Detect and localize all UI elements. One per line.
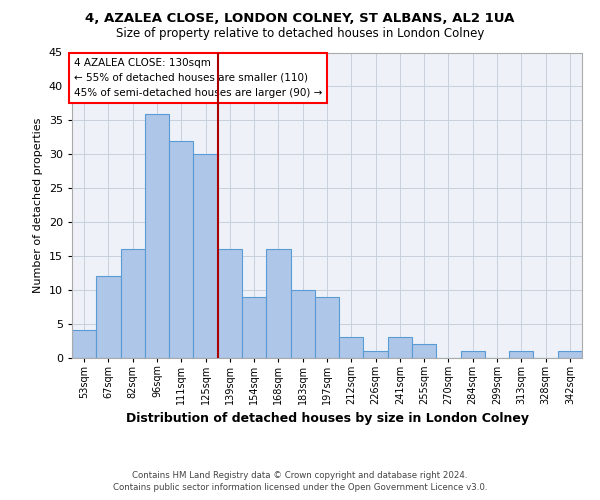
Bar (218, 249, 242, 358)
Bar (315, 296, 339, 358)
X-axis label: Distribution of detached houses by size in London Colney: Distribution of detached houses by size … (125, 412, 529, 426)
Bar (96, 276, 121, 357)
Bar (388, 337, 412, 357)
Bar (145, 114, 169, 358)
Text: 4 AZALEA CLOSE: 130sqm
← 55% of detached houses are smaller (110)
45% of semi-de: 4 AZALEA CLOSE: 130sqm ← 55% of detached… (74, 58, 322, 98)
Y-axis label: Number of detached properties: Number of detached properties (33, 118, 43, 292)
Bar (364, 350, 388, 358)
Bar (290, 290, 315, 358)
Bar (558, 350, 582, 358)
Bar (266, 249, 290, 358)
Bar (509, 350, 533, 358)
Bar (169, 140, 193, 358)
Bar (461, 350, 485, 358)
Text: Contains HM Land Registry data © Crown copyright and database right 2024.
Contai: Contains HM Land Registry data © Crown c… (113, 471, 487, 492)
Bar (72, 330, 96, 357)
Bar (121, 249, 145, 358)
Bar (339, 337, 364, 357)
Bar (193, 154, 218, 358)
Text: 4, AZALEA CLOSE, LONDON COLNEY, ST ALBANS, AL2 1UA: 4, AZALEA CLOSE, LONDON COLNEY, ST ALBAN… (85, 12, 515, 26)
Text: Size of property relative to detached houses in London Colney: Size of property relative to detached ho… (116, 28, 484, 40)
Bar (242, 296, 266, 358)
Bar (412, 344, 436, 358)
